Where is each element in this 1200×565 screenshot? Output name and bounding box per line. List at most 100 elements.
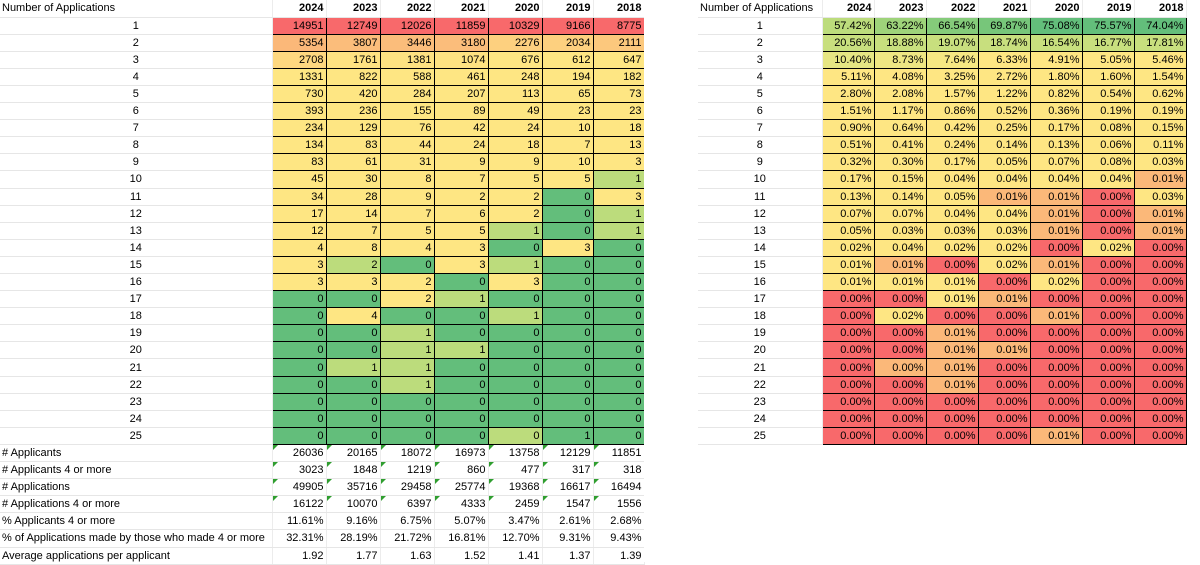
percent-cell[interactable]: 0.00% (1082, 324, 1135, 343)
count-cell[interactable]: 0 (542, 358, 594, 377)
percent-cell[interactable]: 0.00% (821, 410, 875, 428)
count-cell[interactable]: 284 (380, 85, 435, 104)
percent-cell[interactable]: 0.04% (874, 239, 927, 257)
percent-cell[interactable]: 0.01% (1030, 205, 1083, 223)
count-cell[interactable]: 0 (271, 410, 327, 428)
count-cell[interactable]: 0 (271, 393, 327, 411)
row-number[interactable]: 15 (698, 256, 823, 275)
count-cell[interactable]: 3180 (434, 34, 489, 52)
percent-cell[interactable]: 2.72% (978, 68, 1031, 86)
summary-cell[interactable]: 6.75% (380, 512, 435, 531)
percent-cell[interactable]: 0.00% (978, 427, 1031, 445)
summary-cell[interactable]: 32.31% (272, 529, 327, 548)
percent-cell[interactable]: 0.01% (874, 256, 927, 275)
summary-cell[interactable]: 9.16% (326, 512, 381, 531)
count-cell[interactable]: 1 (380, 341, 435, 360)
row-number[interactable]: 1 (0, 17, 273, 35)
count-cell[interactable]: 0 (271, 307, 327, 326)
year-header[interactable]: 2022 (926, 0, 979, 18)
percent-cell[interactable]: 0.00% (1134, 427, 1187, 445)
percent-cell[interactable]: 0.00% (1030, 376, 1083, 394)
row-number[interactable]: 25 (0, 427, 273, 445)
percent-cell[interactable]: 0.00% (821, 307, 875, 326)
percent-cell[interactable]: 20.56% (821, 34, 875, 52)
count-cell[interactable]: 207 (434, 85, 489, 104)
count-cell[interactable]: 0 (542, 256, 594, 275)
count-cell[interactable]: 18 (593, 119, 645, 138)
row-number[interactable]: 13 (698, 222, 823, 240)
summary-cell[interactable]: 2459 (488, 495, 543, 514)
percent-cell[interactable]: 0.19% (1082, 102, 1135, 121)
row-number[interactable]: 4 (0, 68, 273, 86)
percent-cell[interactable]: 0.00% (926, 427, 979, 445)
percent-cell[interactable]: 0.13% (821, 188, 875, 206)
summary-cell[interactable]: 9.31% (542, 529, 594, 548)
count-cell[interactable]: 45 (271, 170, 327, 189)
row-number[interactable]: 6 (698, 102, 823, 121)
count-cell[interactable]: 6 (434, 205, 489, 223)
summary-label[interactable]: % Applicants 4 or more (0, 512, 273, 531)
count-cell[interactable]: 0 (271, 290, 327, 309)
count-cell[interactable]: 8 (380, 170, 435, 189)
summary-cell[interactable]: 16617 (542, 478, 594, 497)
count-cell[interactable]: 0 (434, 376, 489, 394)
percent-cell[interactable]: 0.00% (1082, 410, 1135, 428)
percent-cell[interactable]: 1.22% (978, 85, 1031, 104)
count-cell[interactable]: 12026 (380, 16, 435, 35)
count-cell[interactable]: 0 (593, 290, 645, 309)
percent-cell[interactable]: 0.02% (821, 239, 875, 257)
percent-cell[interactable]: 0.00% (978, 410, 1031, 428)
percent-cell[interactable]: 0.00% (926, 393, 979, 411)
percent-cell[interactable]: 1.57% (926, 85, 979, 104)
percent-cell[interactable]: 18.88% (874, 34, 927, 52)
row-number[interactable]: 12 (0, 205, 273, 223)
count-cell[interactable]: 8775 (593, 16, 645, 35)
count-cell[interactable]: 23 (593, 102, 645, 121)
count-cell[interactable]: 3 (434, 239, 489, 257)
row-number[interactable]: 8 (0, 136, 273, 155)
summary-cell[interactable]: 29458 (380, 478, 435, 497)
count-cell[interactable]: 7 (326, 222, 381, 240)
count-cell[interactable]: 0 (488, 324, 543, 343)
count-cell[interactable]: 3 (326, 273, 381, 292)
percent-cell[interactable]: 0.05% (926, 188, 979, 206)
percent-cell[interactable]: 0.01% (1030, 222, 1083, 240)
count-cell[interactable]: 248 (488, 68, 543, 86)
percent-cell[interactable]: 0.01% (926, 341, 979, 360)
count-cell[interactable]: 1 (380, 376, 435, 394)
percent-cell[interactable]: 0.01% (1134, 170, 1187, 189)
percent-cell[interactable]: 1.17% (874, 102, 927, 121)
count-cell[interactable]: 0 (488, 358, 543, 377)
count-cell[interactable]: 76 (380, 119, 435, 138)
count-cell[interactable]: 4 (326, 307, 381, 326)
percent-cell[interactable]: 0.00% (821, 427, 875, 445)
percent-cell[interactable]: 0.00% (1134, 324, 1187, 343)
percent-cell[interactable]: 57.42% (821, 16, 875, 35)
row-number[interactable]: 15 (0, 256, 273, 275)
percent-cell[interactable]: 0.00% (1082, 307, 1135, 326)
count-cell[interactable]: 42 (434, 119, 489, 138)
header-label[interactable]: Number of Applications (0, 0, 273, 18)
count-cell[interactable]: 676 (488, 51, 543, 69)
percent-cell[interactable]: 0.03% (1134, 188, 1187, 206)
count-cell[interactable]: 0 (488, 427, 543, 445)
row-number[interactable]: 7 (0, 119, 273, 138)
percent-cell[interactable]: 0.07% (821, 205, 875, 223)
count-cell[interactable]: 9 (380, 188, 435, 206)
count-cell[interactable]: 1 (488, 256, 543, 275)
count-cell[interactable]: 0 (271, 376, 327, 394)
percent-cell[interactable]: 0.01% (926, 358, 979, 377)
percent-cell[interactable]: 0.00% (874, 358, 927, 377)
count-cell[interactable]: 0 (434, 307, 489, 326)
summary-cell[interactable]: 11851 (593, 444, 645, 463)
count-cell[interactable]: 0 (434, 393, 489, 411)
percent-cell[interactable]: 0.15% (1134, 119, 1187, 138)
count-cell[interactable]: 2 (380, 290, 435, 309)
summary-label[interactable]: Average applications per applicant (0, 547, 273, 565)
count-cell[interactable]: 83 (271, 153, 327, 172)
year-header[interactable]: 2024 (272, 0, 327, 18)
percent-cell[interactable]: 75.57% (1082, 16, 1135, 35)
summary-cell[interactable]: 3.47% (488, 512, 543, 531)
count-cell[interactable]: 2 (326, 256, 381, 275)
percent-cell[interactable]: 69.87% (978, 16, 1031, 35)
